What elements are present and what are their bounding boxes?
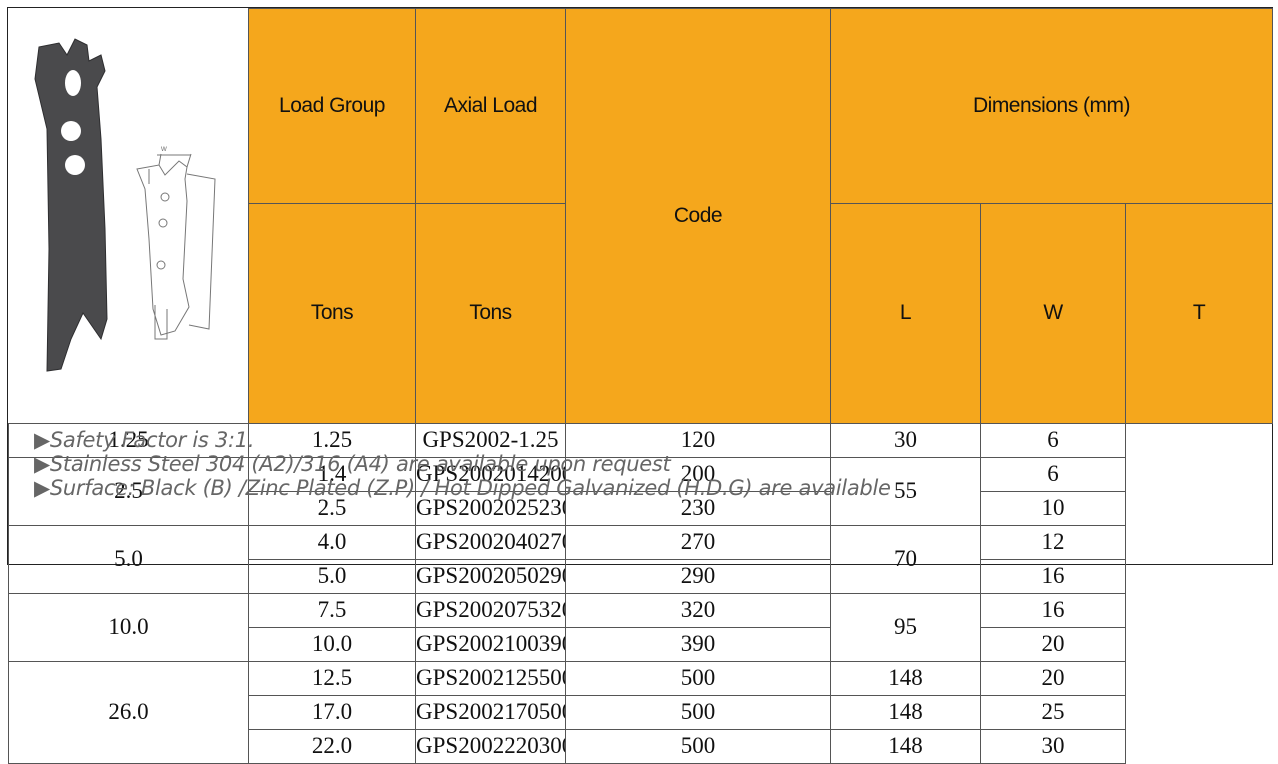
axial-load-cell: 12.5 <box>248 660 416 696</box>
header-cell: Tons <box>415 203 566 424</box>
code-cell: GPS2002040270 <box>415 524 566 560</box>
note: ▶Stainless Steel 304 (A2)/316 (A4) are a… <box>34 452 891 476</box>
code-cell: GPS2002170500 <box>415 694 566 730</box>
thickness-cell: 10 <box>980 490 1126 526</box>
load-group-cell: 5.0 <box>8 524 249 594</box>
length-cell: 290 <box>565 558 831 594</box>
notes: ▶Safety Factor is 3:1. ▶Stainless Steel 3… <box>34 428 891 500</box>
axial-load-cell: 22.0 <box>248 728 416 764</box>
width-cell: 148 <box>830 728 981 764</box>
table-row: 10.0 7.5 GPS2002075320 320 95 16 <box>8 592 1273 662</box>
header-cell: Code <box>565 8 831 424</box>
thickness-cell: 25 <box>980 694 1126 730</box>
code-cell: GPS2002075320 <box>415 592 566 628</box>
table-row: 2.5 1.4 GPS2002014200 200 55 6 <box>8 456 1273 526</box>
load-group-cell: 26.0 <box>8 660 249 764</box>
width-cell: 70 <box>830 524 981 594</box>
load-group-cell: 10.0 <box>8 592 249 662</box>
code-cell: GPS2002220300 <box>415 728 566 764</box>
axial-load-cell: 5.0 <box>248 558 416 594</box>
header-cell: L <box>830 203 981 424</box>
code-cell: GPS2002125500 <box>415 660 566 696</box>
product-image: w <box>8 8 249 424</box>
axial-load-cell: 1.25 <box>248 422 416 458</box>
length-cell: 500 <box>565 694 831 730</box>
thickness-cell: 20 <box>980 626 1126 662</box>
thickness-cell: 30 <box>980 728 1126 764</box>
thickness-cell: 12 <box>980 524 1126 560</box>
table-row: 2.5 GPS2002025230 230 10 <box>9 490 1273 526</box>
note-text: Safety Factor is 3:1. <box>49 428 255 452</box>
length-cell: 500 <box>565 728 831 764</box>
note-text: Surface: Black (B) /Zinc Plated (Z.P) / … <box>49 476 891 500</box>
thickness-cell: 16 <box>980 592 1126 628</box>
note-text: Stainless Steel 304 (A2)/316 (A4) are av… <box>49 452 671 476</box>
axial-load-cell: 4.0 <box>248 524 416 560</box>
thickness-cell: 6 <box>980 422 1126 458</box>
code-cell: GPS2002025230 <box>415 490 566 526</box>
product-illustration: w <box>34 37 216 372</box>
thickness-cell: 20 <box>980 660 1126 696</box>
header-cell: Tons <box>248 203 416 424</box>
axial-load-cell: 2.5 <box>248 490 416 526</box>
header-cell: Load Group <box>248 7 416 205</box>
thickness-cell: 6 <box>980 456 1126 492</box>
length-cell: 270 <box>565 524 831 560</box>
width-cell: 148 <box>830 694 981 730</box>
length-cell: 320 <box>565 592 831 628</box>
code-cell: GPS2002050290 <box>415 558 566 594</box>
header-cell: Dimensions (mm) <box>830 7 1273 205</box>
header-cell: Axial Load <box>415 7 566 205</box>
spec-table: w Load Group Axial Load Code Dimensions … <box>8 7 1273 764</box>
length-cell: 390 <box>565 626 831 662</box>
code-cell: GPS2002014200 <box>415 456 566 492</box>
svg-text:w: w <box>160 144 167 153</box>
table-row: 5.0 4.0 GPS2002040270 270 70 12 <box>8 524 1273 594</box>
code-cell: GPS2002-1.25 <box>415 422 566 458</box>
length-cell: 200 <box>565 456 831 492</box>
thickness-cell: 16 <box>980 558 1126 594</box>
axial-load-cell: 10.0 <box>248 626 416 662</box>
axial-load-cell: 7.5 <box>248 592 416 628</box>
length-cell: 500 <box>565 660 831 696</box>
width-cell: 95 <box>830 592 981 662</box>
note: ▶Safety Factor is 3:1. <box>34 428 891 452</box>
bullet-arrow: ▶ <box>34 452 50 476</box>
bullet-arrow: ▶ <box>34 476 50 500</box>
code-cell: GPS2002100390 <box>415 626 566 662</box>
spec-sheet: w Load Group Axial Load Code Dimensions … <box>7 7 1273 764</box>
header-cell: T <box>1125 203 1273 424</box>
header-cell: W <box>980 203 1126 424</box>
page: w Load Group Axial Load Code Dimensions … <box>7 7 1273 764</box>
bullet-arrow: ▶ <box>34 428 50 452</box>
load-group-cell: 1.25 <box>8 422 249 458</box>
width-cell: 148 <box>830 660 981 696</box>
note: ▶Surface: Black (B) /Zinc Plated (Z.P) /… <box>34 476 891 500</box>
axial-load-cell: 17.0 <box>248 694 416 730</box>
table-row: 26.0 12.5 GPS2002125500 500 148 20 <box>8 660 1273 764</box>
